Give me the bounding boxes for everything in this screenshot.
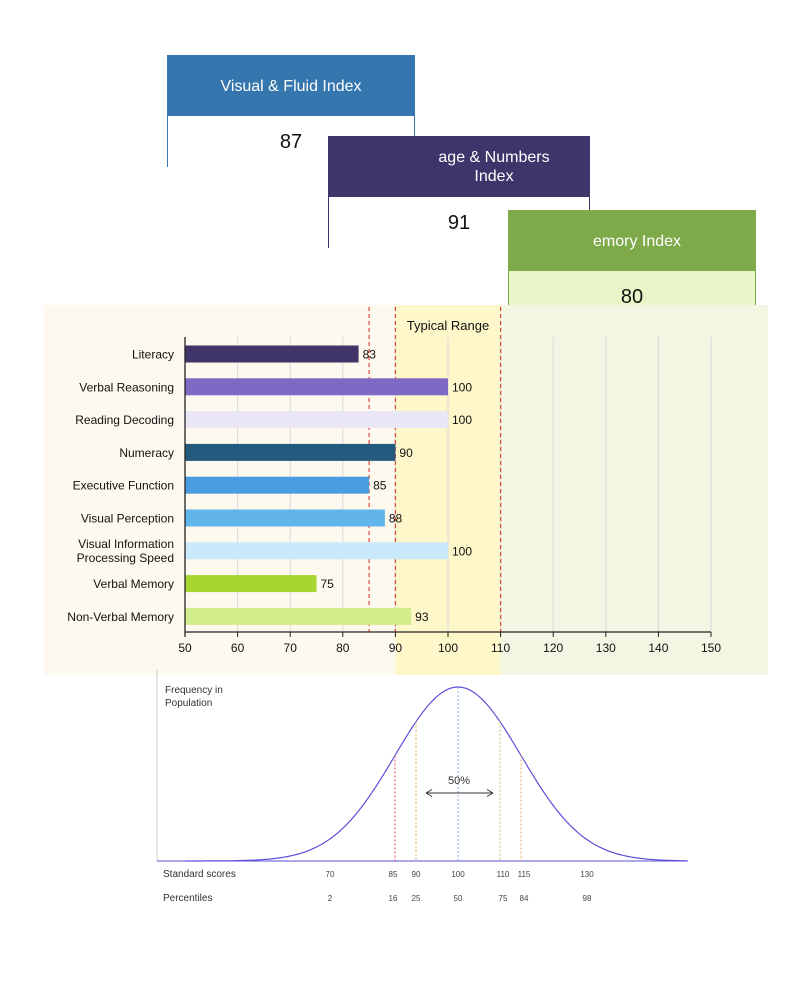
- x-tick-label: 90: [389, 641, 403, 655]
- labels: 83 Literacy 100 Verbal Reasoning 100 Reading …: [67, 348, 472, 624]
- x-tick-label: 150: [701, 641, 721, 655]
- bar-value-label: 85: [373, 479, 387, 493]
- category-label: Executive Function: [73, 479, 174, 493]
- percentile-tick: 98: [583, 894, 592, 903]
- bar: [185, 378, 448, 396]
- bar-value-label: 88: [389, 512, 403, 526]
- standard-score-tick: 100: [451, 870, 465, 879]
- bar-value-label: 93: [415, 610, 429, 624]
- category-label-line1: Visual Information: [78, 537, 174, 551]
- high-band: [500, 305, 768, 675]
- category-label: Visual Perception: [81, 512, 174, 526]
- memory-index-title: emory Index: [509, 211, 755, 271]
- visual-fluid-index-title: Visual & Fluid Index: [168, 56, 414, 116]
- subtest-bar-chart: Typical Range 50 60 70 80 90 100 110 120 130 140 1…: [44, 305, 768, 675]
- x-tick-label: 120: [543, 641, 563, 655]
- standard-scores-label: Standard scores: [163, 869, 236, 880]
- visual-fluid-index-card: Visual & Fluid Index 87: [167, 55, 415, 168]
- percentile-tick: 2: [328, 894, 333, 903]
- bar: [185, 411, 448, 429]
- x-tick-label: 80: [336, 641, 350, 655]
- standard-score-tick: 90: [412, 870, 421, 879]
- category-label: Non-Verbal Memory: [67, 610, 174, 624]
- x-tick-label: 140: [648, 641, 668, 655]
- percentile-tick: 84: [520, 894, 529, 903]
- percentile-tick: 75: [499, 894, 508, 903]
- bar-value-label: 100: [452, 413, 472, 427]
- x-tick-label: 130: [596, 641, 616, 655]
- bar-value-label: 100: [452, 380, 472, 394]
- standard-score-tick: 130: [580, 870, 594, 879]
- bar: [185, 345, 359, 363]
- bar: [185, 607, 412, 625]
- category-label: Numeracy: [119, 446, 174, 460]
- y-axis-label-line2: Population: [165, 698, 212, 709]
- distribution-curve: [185, 686, 687, 862]
- percentile-tick: 25: [412, 894, 421, 903]
- standard-score-tick: 85: [389, 870, 398, 879]
- normal-distribution-chart: Frequency in Population 50% Standard scores…: [156, 670, 688, 904]
- category-label: Reading Decoding: [75, 413, 174, 427]
- bar: [185, 476, 370, 494]
- reference-lines: [368, 307, 502, 632]
- bar-value-label: 100: [452, 544, 472, 558]
- y-axis-label-line1: Frequency in: [165, 685, 223, 696]
- x-tick-label: 50: [178, 641, 192, 655]
- percentile-tick: 16: [389, 894, 398, 903]
- distribution-plot: Frequency in Population 50% Standard scores…: [156, 670, 688, 904]
- category-label: Verbal Memory: [93, 577, 174, 591]
- bar-value-label: 90: [399, 446, 413, 460]
- x-tick-label: 110: [491, 641, 510, 655]
- x-tick-label: 70: [284, 641, 298, 655]
- percentile-tick: 50: [454, 894, 463, 903]
- language-numbers-index-title-text: age & Numbers Index: [438, 149, 550, 185]
- bar: [185, 443, 396, 461]
- bar-value-label: 75: [321, 577, 335, 591]
- range-arrow-left-head: [425, 789, 433, 797]
- percentiles-label: Percentiles: [163, 893, 212, 904]
- bar: [185, 575, 317, 593]
- language-numbers-index-title: age & Numbers Index: [329, 137, 589, 197]
- category-label: Literacy: [132, 348, 174, 362]
- axes: 50 60 70 80 90 100 110 120 130 140 150: [178, 337, 721, 655]
- typical-range-label: Typical Range: [407, 318, 489, 333]
- bars: [185, 345, 448, 625]
- memory-index-title-text: emory Index: [593, 232, 682, 250]
- x-tick-label: 60: [231, 641, 245, 655]
- x-tick-label: 100: [438, 641, 458, 655]
- standard-score-tick: 115: [518, 870, 531, 879]
- range-annotation: 50%: [448, 775, 470, 787]
- standard-score-tick: 110: [497, 870, 510, 879]
- standard-score-tick: 70: [326, 870, 335, 879]
- category-label: Verbal Reasoning: [79, 380, 174, 394]
- range-arrow-right-head: [486, 789, 494, 797]
- bar-value-label: 83: [363, 348, 377, 362]
- bar: [185, 509, 385, 527]
- category-label-line2: Processing Speed: [77, 551, 174, 565]
- bar: [185, 542, 448, 560]
